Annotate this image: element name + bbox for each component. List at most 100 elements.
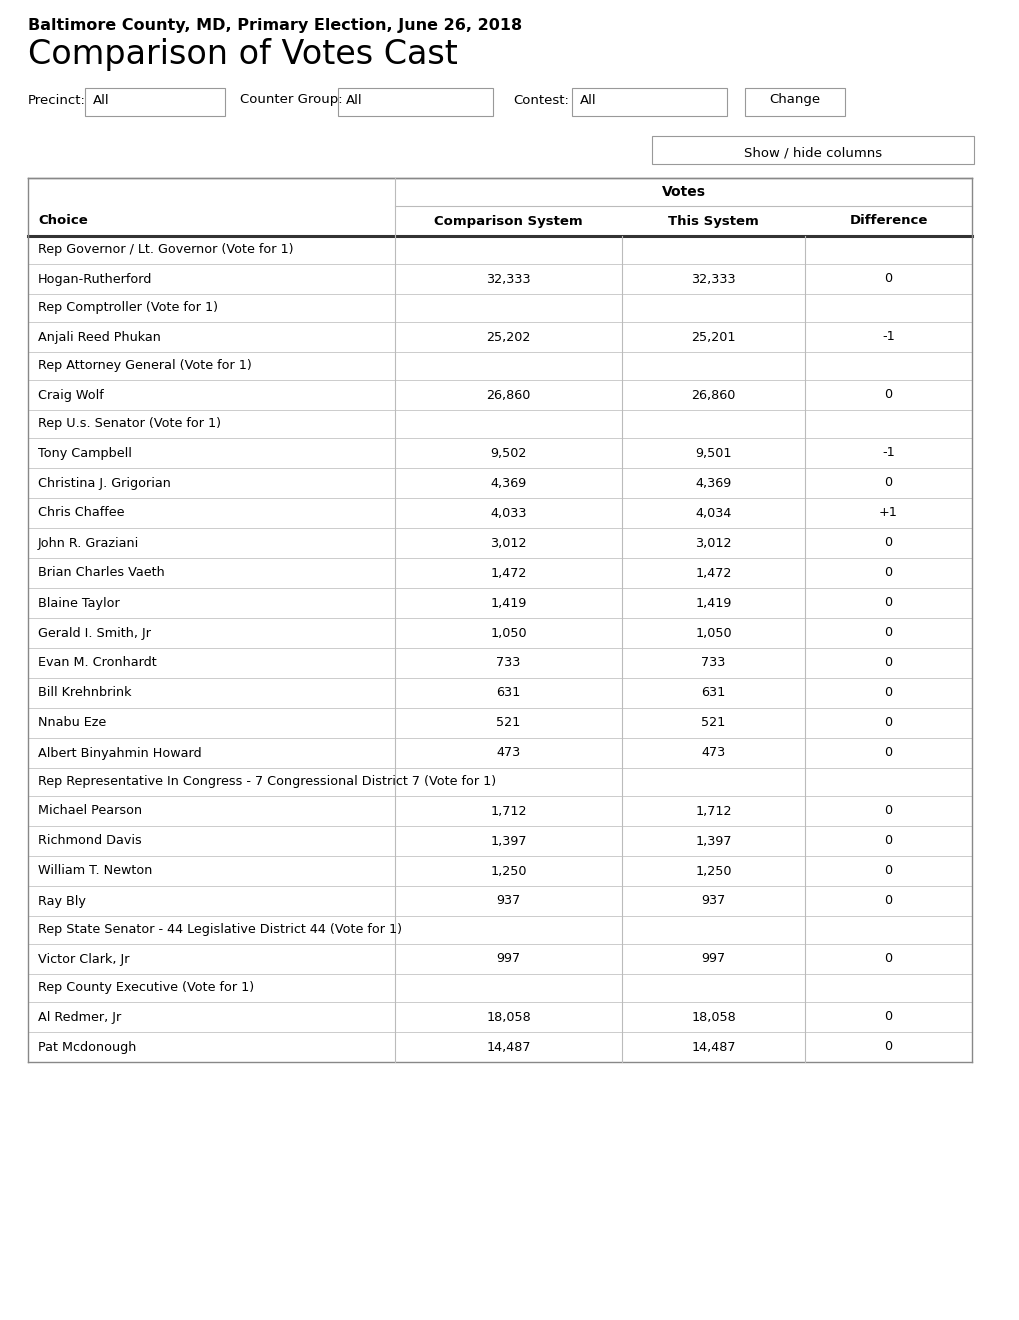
Text: 0: 0: [883, 566, 892, 579]
FancyBboxPatch shape: [572, 88, 727, 116]
Text: Evan M. Cronhardt: Evan M. Cronhardt: [38, 656, 157, 669]
Text: 0: 0: [883, 865, 892, 878]
Text: 4,369: 4,369: [490, 477, 526, 490]
Text: 0: 0: [883, 1040, 892, 1053]
Text: 0: 0: [883, 597, 892, 610]
Text: Bill Krehnbrink: Bill Krehnbrink: [38, 686, 131, 700]
Text: Precinct:: Precinct:: [28, 94, 86, 107]
Text: 14,487: 14,487: [691, 1040, 735, 1053]
Text: Richmond Davis: Richmond Davis: [38, 834, 142, 847]
Text: 4,034: 4,034: [695, 507, 731, 520]
Text: 4,369: 4,369: [695, 477, 731, 490]
Text: 997: 997: [701, 953, 725, 965]
Text: 1,050: 1,050: [695, 627, 731, 639]
Text: 9,501: 9,501: [695, 446, 731, 459]
Text: 0: 0: [883, 717, 892, 730]
Text: 0: 0: [883, 804, 892, 817]
Text: All: All: [580, 94, 596, 107]
Text: 0: 0: [883, 747, 892, 759]
Text: Counter Group:: Counter Group:: [239, 94, 342, 107]
Text: 1,397: 1,397: [490, 834, 526, 847]
FancyBboxPatch shape: [744, 88, 844, 116]
Text: Rep County Executive (Vote for 1): Rep County Executive (Vote for 1): [38, 982, 254, 994]
Text: Michael Pearson: Michael Pearson: [38, 804, 142, 817]
Text: 1,050: 1,050: [490, 627, 526, 639]
Text: Gerald I. Smith, Jr: Gerald I. Smith, Jr: [38, 627, 151, 639]
Text: Difference: Difference: [849, 214, 926, 227]
FancyBboxPatch shape: [651, 136, 973, 164]
Text: 32,333: 32,333: [691, 272, 735, 285]
Text: 1,472: 1,472: [695, 566, 731, 579]
Text: 473: 473: [496, 747, 520, 759]
Text: 1,712: 1,712: [695, 804, 731, 817]
Text: Ray Bly: Ray Bly: [38, 895, 86, 908]
FancyBboxPatch shape: [337, 88, 492, 116]
Text: 0: 0: [883, 627, 892, 639]
Text: 0: 0: [883, 1011, 892, 1023]
Text: -1: -1: [881, 330, 894, 343]
Text: Christina J. Grigorian: Christina J. Grigorian: [38, 477, 171, 490]
Text: Pat Mcdonough: Pat Mcdonough: [38, 1040, 137, 1053]
Text: Anjali Reed Phukan: Anjali Reed Phukan: [38, 330, 161, 343]
Text: All: All: [345, 94, 363, 107]
Text: +1: +1: [878, 507, 897, 520]
Text: 0: 0: [883, 656, 892, 669]
Text: Blaine Taylor: Blaine Taylor: [38, 597, 119, 610]
Text: Brian Charles Vaeth: Brian Charles Vaeth: [38, 566, 165, 579]
Text: 18,058: 18,058: [486, 1011, 530, 1023]
Text: 1,712: 1,712: [490, 804, 526, 817]
Text: William T. Newton: William T. Newton: [38, 865, 152, 878]
Text: 26,860: 26,860: [486, 388, 530, 401]
Text: This System: This System: [667, 214, 758, 227]
Text: Hogan-Rutherford: Hogan-Rutherford: [38, 272, 152, 285]
FancyBboxPatch shape: [85, 88, 225, 116]
Text: Nnabu Eze: Nnabu Eze: [38, 717, 106, 730]
Text: Rep Comptroller (Vote for 1): Rep Comptroller (Vote for 1): [38, 301, 218, 314]
Text: 1,250: 1,250: [490, 865, 526, 878]
Text: Comparison of Votes Cast: Comparison of Votes Cast: [28, 38, 458, 71]
Text: 32,333: 32,333: [486, 272, 530, 285]
Text: 25,202: 25,202: [486, 330, 530, 343]
Text: 3,012: 3,012: [490, 536, 526, 549]
Text: 733: 733: [701, 656, 725, 669]
Text: 631: 631: [496, 686, 520, 700]
Text: Rep Governor / Lt. Governor (Vote for 1): Rep Governor / Lt. Governor (Vote for 1): [38, 243, 293, 256]
Text: 0: 0: [883, 834, 892, 847]
Text: 937: 937: [701, 895, 725, 908]
Text: 1,250: 1,250: [695, 865, 731, 878]
Text: 1,419: 1,419: [695, 597, 731, 610]
Text: Rep U.s. Senator (Vote for 1): Rep U.s. Senator (Vote for 1): [38, 417, 221, 430]
Text: Contest:: Contest:: [513, 94, 569, 107]
Text: Rep Attorney General (Vote for 1): Rep Attorney General (Vote for 1): [38, 359, 252, 372]
Text: Craig Wolf: Craig Wolf: [38, 388, 104, 401]
Text: 521: 521: [701, 717, 725, 730]
Text: 473: 473: [701, 747, 725, 759]
Text: 937: 937: [496, 895, 520, 908]
Text: All: All: [93, 94, 109, 107]
Text: 0: 0: [883, 388, 892, 401]
Text: 9,502: 9,502: [490, 446, 526, 459]
Text: 1,419: 1,419: [490, 597, 526, 610]
Text: Chris Chaffee: Chris Chaffee: [38, 507, 124, 520]
Text: Victor Clark, Jr: Victor Clark, Jr: [38, 953, 129, 965]
Text: Comparison System: Comparison System: [434, 214, 582, 227]
Text: Rep Representative In Congress - 7 Congressional District 7 (Vote for 1): Rep Representative In Congress - 7 Congr…: [38, 776, 495, 788]
Text: 4,033: 4,033: [490, 507, 526, 520]
Text: 18,058: 18,058: [691, 1011, 735, 1023]
Text: 0: 0: [883, 895, 892, 908]
Text: Tony Campbell: Tony Campbell: [38, 446, 131, 459]
Text: Baltimore County, MD, Primary Election, June 26, 2018: Baltimore County, MD, Primary Election, …: [28, 18, 522, 33]
Text: 0: 0: [883, 272, 892, 285]
Text: 0: 0: [883, 953, 892, 965]
Text: Rep State Senator - 44 Legislative District 44 (Vote for 1): Rep State Senator - 44 Legislative Distr…: [38, 924, 401, 936]
Text: 631: 631: [701, 686, 725, 700]
Text: 25,201: 25,201: [691, 330, 735, 343]
Text: 1,472: 1,472: [490, 566, 526, 579]
Text: John R. Graziani: John R. Graziani: [38, 536, 140, 549]
Text: 0: 0: [883, 686, 892, 700]
Text: Choice: Choice: [38, 214, 88, 227]
Text: Change: Change: [768, 94, 819, 107]
Text: Votes: Votes: [661, 185, 705, 199]
Text: 26,860: 26,860: [691, 388, 735, 401]
Text: 14,487: 14,487: [486, 1040, 530, 1053]
